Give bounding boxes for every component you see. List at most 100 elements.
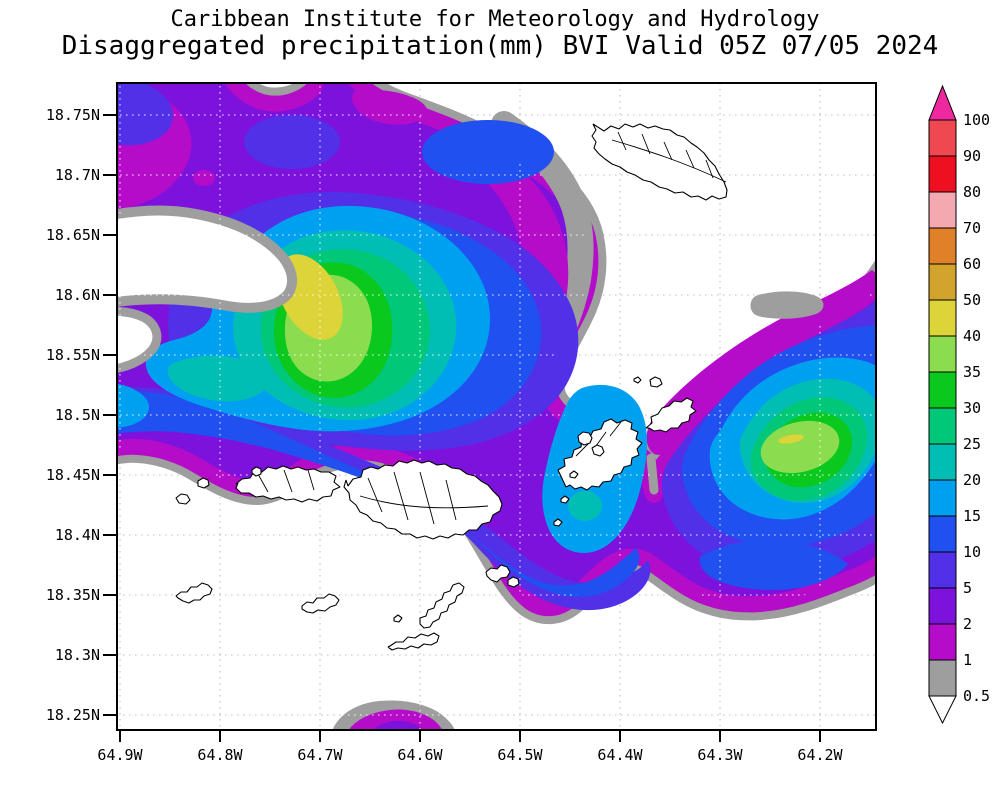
- mesh-line: [367, 477, 383, 513]
- x-tick-label: 64.5W: [497, 746, 543, 764]
- island-mesh-anegada: [611, 131, 727, 183]
- colorbar-segment: [928, 191, 957, 229]
- mesh-line: [641, 133, 651, 155]
- colorbar-segment: [928, 659, 957, 697]
- magenta-band-southeast-rim: [646, 270, 876, 455]
- island-outline-south-chain-b: [387, 632, 440, 651]
- island-outline-islet-s3: [507, 576, 520, 588]
- island-outline-islet-s1: [393, 614, 403, 623]
- mesh-line: [609, 421, 622, 437]
- magenta-mottle-2: [193, 170, 215, 186]
- gray-finger-northeast-notch: [750, 291, 824, 319]
- colorbar-label: 50: [963, 291, 981, 309]
- violet-topleft: [117, 83, 173, 146]
- south-cell-purple: [373, 720, 423, 730]
- colorbar-over-arrow: [928, 84, 957, 121]
- y-tick-label: 18.25N: [46, 706, 100, 724]
- colorbar-label: 20: [963, 471, 981, 489]
- colorbar-segment: [928, 371, 957, 409]
- blue-south-band: [117, 390, 640, 597]
- colorbar-label: 0.5: [963, 687, 990, 705]
- mesh-line: [393, 471, 409, 521]
- x-tick-label: 64.7W: [297, 746, 343, 764]
- mesh-line: [685, 149, 695, 169]
- blue-top-ellipse: [422, 120, 554, 184]
- colorbar-label: 80: [963, 183, 981, 201]
- island-outline-islet-c4: [560, 495, 570, 504]
- y-tick-label: 18.35N: [46, 586, 100, 604]
- colorbar-segment: [928, 623, 957, 661]
- y-tick-label: 18.55N: [46, 346, 100, 364]
- colorbar-label: 15: [963, 507, 981, 525]
- colorbar: 100 90 80 70 60 50 40 35 30 25 20 15 10 5 2 1 0.5: [928, 84, 990, 725]
- dry-pocket-lower: [117, 306, 162, 374]
- mesh-line: [611, 139, 727, 183]
- colorbar-segment: [928, 119, 957, 157]
- colorbar-under-arrow: [928, 695, 957, 725]
- island-outline-islet-c3: [569, 470, 579, 479]
- island-mesh-st-thomas: [257, 469, 315, 493]
- mesh-line: [705, 159, 714, 179]
- mesh-line: [663, 141, 673, 161]
- gray-sliver-dry-wedge-tip: [646, 453, 659, 495]
- colorbar-segment: [928, 407, 957, 445]
- south-edge-cell: [332, 700, 455, 730]
- blue-bottom-strip: [699, 539, 848, 590]
- y-tick-label: 18.65N: [46, 226, 100, 244]
- colorbar-label: 35: [963, 363, 981, 381]
- colorbar-segment: [928, 155, 957, 193]
- island-outline-islet-n2: [633, 376, 642, 384]
- colorbar-label: 10: [963, 543, 981, 561]
- colorbar-segment: [928, 227, 957, 265]
- colorbar-label: 90: [963, 147, 981, 165]
- plot-frame: [116, 82, 877, 731]
- x-tick-label: 64.8W: [197, 746, 243, 764]
- mesh-line: [283, 469, 293, 493]
- y-tick-label: 18.4N: [55, 526, 100, 544]
- x-tick-label: 64.4W: [597, 746, 643, 764]
- island-outline-islet-n1: [649, 376, 663, 388]
- colorbar-label: 100: [963, 111, 990, 129]
- colorbar-label: 30: [963, 399, 981, 417]
- colorbar-label: 70: [963, 219, 981, 237]
- colorbar-segment: [928, 443, 957, 481]
- y-tick-label: 18.45N: [46, 466, 100, 484]
- figure-title-line1: Caribbean Institute for Meteorology and …: [170, 7, 819, 32]
- island-outline-islet-w3: [251, 466, 262, 477]
- colorbar-segment: [928, 335, 957, 373]
- y-tick-label: 18.5N: [55, 406, 100, 424]
- island-outline-st-thomas: [235, 465, 341, 503]
- magenta-patch-top: [351, 90, 428, 125]
- mesh-line: [359, 495, 489, 509]
- island-outline-islet-w2: [197, 477, 210, 489]
- island-outline-islet-c1: [577, 431, 593, 446]
- colorbar-segment: [928, 479, 957, 517]
- colorbar-label: 60: [963, 255, 981, 273]
- teal-southwest-streak: [167, 355, 269, 402]
- dry-pocket-upper: [117, 205, 298, 313]
- x-tick-label: 64.2W: [797, 746, 843, 764]
- y-tick-label: 18.6N: [55, 286, 100, 304]
- violet-top-blob: [244, 115, 340, 169]
- x-tick-label: 64.6W: [397, 746, 443, 764]
- y-axis: 18.75N 18.7N 18.65N 18.6N 18.55N 18.5N 18.45N 1…: [46, 106, 117, 724]
- island-outline-south-chain-a: [419, 582, 465, 629]
- island-outline-southwest-cays: [175, 582, 213, 604]
- island-outline-anegada: [591, 123, 728, 201]
- violet-south-band: [117, 386, 651, 611]
- island-mesh-st-john: [359, 471, 489, 525]
- colorbar-label: 2: [963, 615, 972, 633]
- island-outline-st-john: [343, 459, 503, 540]
- lightgreen-southeast-core: [760, 420, 840, 474]
- colorbar-segment: [928, 515, 957, 553]
- mesh-line: [617, 131, 627, 151]
- colorbar-label: 5: [963, 579, 972, 597]
- mesh-line: [257, 473, 269, 493]
- lightblue-left-edge: [117, 383, 149, 428]
- colorbar-segment: [928, 587, 957, 625]
- colorbar-label: 1: [963, 651, 972, 669]
- island-outline-islet-s2: [485, 564, 511, 583]
- yellow-southeast-dash: [778, 434, 804, 444]
- colorbar-label: 25: [963, 435, 981, 453]
- island-outline-south-chain-c: [301, 593, 340, 614]
